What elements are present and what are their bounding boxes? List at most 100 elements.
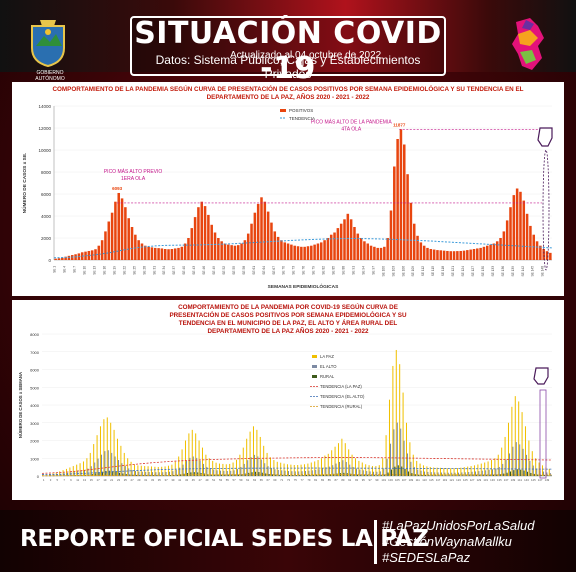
bar-la-paz <box>259 436 261 476</box>
bar-positivos <box>246 233 250 260</box>
sedes-map-logo <box>512 18 544 70</box>
bar-la-paz <box>334 446 336 476</box>
bar-la-paz <box>344 443 346 476</box>
bar-positivos <box>256 203 260 260</box>
bar-la-paz <box>86 458 88 476</box>
bar-la-paz <box>150 466 152 476</box>
bar-positivos <box>356 233 360 260</box>
chart2-title: COMPORTAMIENTO DE LA PANDEMIA POR COVID-… <box>169 304 407 335</box>
bar-la-paz <box>201 447 203 476</box>
bar-rural <box>428 475 430 476</box>
bar-el-alto <box>162 472 164 476</box>
bar-la-paz <box>195 433 197 476</box>
bar-la-paz <box>365 464 367 476</box>
x-tick-label: 11 <box>76 478 79 482</box>
x-tick-label: 109 <box>409 478 414 482</box>
bar-positivos <box>525 213 529 260</box>
bar-positivos <box>286 243 290 260</box>
bar-positivos <box>502 231 506 260</box>
legend-label: TENDENCIA (EL ALTO) <box>320 394 365 399</box>
bar-positivos <box>124 207 127 260</box>
bar-el-alto <box>417 469 419 476</box>
x-tick-label: SE 25 <box>132 266 136 275</box>
bar-el-alto <box>321 468 324 476</box>
bar-la-paz <box>460 467 462 476</box>
hashtag[interactable]: #GestiónWaynaMallku <box>382 534 512 549</box>
bar-positivos <box>87 250 91 260</box>
bar-rural <box>414 474 416 476</box>
bar-el-alto <box>260 459 262 476</box>
bar-la-paz <box>450 468 452 476</box>
bar-la-paz <box>528 440 530 476</box>
x-tick-label: SE 109 <box>411 266 415 277</box>
bar-el-alto <box>287 471 290 476</box>
bar-el-alto <box>522 448 524 476</box>
annotation: PICO MÁS ALTO PREVIO <box>104 168 163 175</box>
bar-el-alto <box>393 429 395 476</box>
bar-rural <box>166 475 168 476</box>
bar-la-paz <box>531 451 533 476</box>
bar-la-paz <box>395 349 397 476</box>
bar-la-paz <box>218 463 220 476</box>
bar-positivos <box>276 236 280 260</box>
bar-positivos <box>396 139 399 260</box>
bar-rural <box>258 472 260 476</box>
y-tick-label: 0 <box>48 258 51 263</box>
legend-swatch-positivos <box>280 109 286 112</box>
bar-la-paz <box>358 460 360 476</box>
bar-la-paz <box>103 419 105 476</box>
bar-la-paz <box>310 462 312 476</box>
bar-rural <box>217 474 219 476</box>
data-label-peak: 11877 <box>393 122 406 127</box>
x-tick-label: SE 52 <box>222 266 226 275</box>
bar-la-paz <box>439 467 441 476</box>
bar-el-alto <box>515 442 517 476</box>
legend-label: LA PAZ <box>320 354 334 359</box>
bar-positivos <box>193 217 197 260</box>
x-tick-label: 61 <box>246 478 250 482</box>
bar-la-paz <box>106 417 108 476</box>
bar-rural <box>421 474 423 476</box>
x-tick-label: SE 10 <box>83 266 87 275</box>
bar-la-paz <box>324 455 326 476</box>
bar-positivos <box>329 234 333 260</box>
bar-el-alto <box>87 468 89 476</box>
hashtag[interactable]: #LaPazUnidosPorLaSalud <box>382 518 535 533</box>
bar-positivos <box>293 245 296 260</box>
bar-el-alto <box>151 472 154 476</box>
hashtag[interactable]: #SEDESLaPaz <box>382 550 471 565</box>
bar-el-alto <box>461 472 463 476</box>
x-tick-label: 55 <box>226 478 230 482</box>
bar-rural <box>170 475 172 476</box>
bar-el-alto <box>420 470 422 476</box>
x-tick-label: 123 <box>456 478 461 482</box>
bar-el-alto <box>362 470 364 476</box>
bar-positivos <box>426 247 429 260</box>
x-tick-label: SE 43 <box>192 266 196 275</box>
x-tick-label: 103 <box>388 478 393 482</box>
bar-positivos <box>217 238 220 260</box>
bar-el-alto <box>281 470 283 476</box>
bar-el-alto <box>338 461 341 476</box>
bar-la-paz <box>327 453 329 476</box>
bar-rural <box>425 475 427 476</box>
bar-el-alto <box>291 471 293 476</box>
x-tick-label: SE 115 <box>431 266 435 276</box>
bar-positivos <box>253 212 257 260</box>
bar-la-paz <box>494 458 496 476</box>
bar-la-paz <box>167 465 169 476</box>
chart-panel-municipalities: COMPORTAMIENTO DE LA PANDEMIA POR COVID-… <box>12 300 564 500</box>
bar-el-alto <box>206 466 208 476</box>
bar-la-paz <box>59 471 61 476</box>
bar-la-paz <box>123 452 125 476</box>
bar-rural <box>261 472 263 476</box>
bar-positivos <box>316 243 320 260</box>
x-tick-label: 133 <box>490 478 495 482</box>
bar-la-paz <box>405 422 407 476</box>
bar-el-alto <box>519 444 521 476</box>
bar-el-alto <box>427 471 429 476</box>
bar-positivos <box>489 244 492 260</box>
bar-positivos <box>442 250 446 260</box>
x-tick-label: 83 <box>321 478 325 482</box>
